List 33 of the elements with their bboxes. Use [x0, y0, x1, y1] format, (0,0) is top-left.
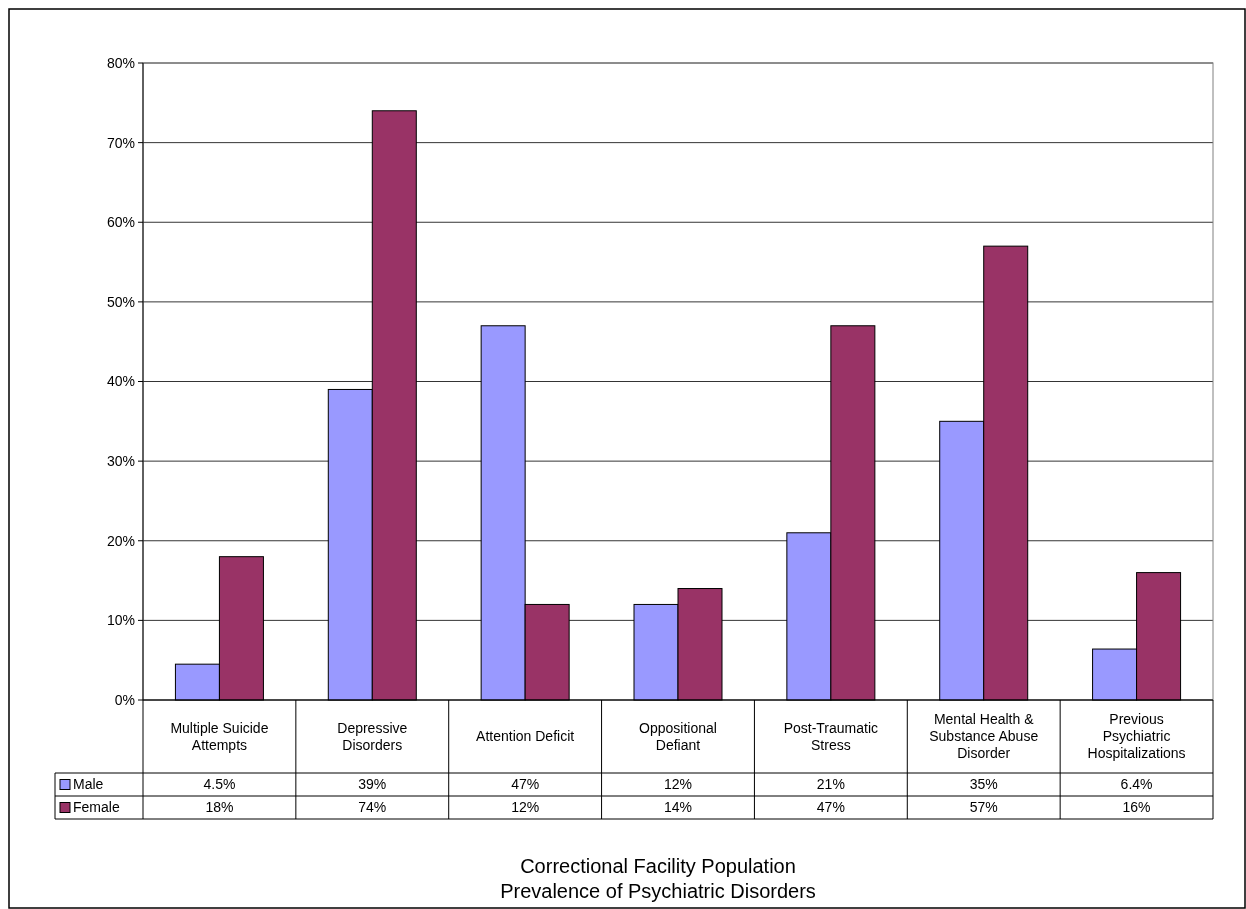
text: Correctional Facility Population Prevalence of Psychiatric Disorders: [500, 855, 816, 902]
y-tick-label: 0%: [114, 691, 135, 708]
data-label: 4.5%: [203, 776, 236, 793]
x-tick-label: Depressive Disorders: [337, 719, 408, 753]
data-label: 39%: [358, 776, 387, 793]
data-label: 18%: [205, 799, 234, 816]
y-tick-label: 50%: [106, 293, 135, 310]
legend-label: Male: [73, 776, 104, 793]
data-label: 6.4%: [1120, 776, 1153, 793]
data-label: 21%: [816, 776, 845, 793]
data-label: 35%: [969, 776, 998, 793]
y-tick-label: 70%: [106, 134, 135, 151]
data-label: 74%: [358, 799, 387, 816]
y-tick-label: 30%: [106, 453, 135, 470]
y-tick-label: 10%: [106, 612, 135, 629]
x-tick-label: Previous Psychiatric Hospitalizations: [1087, 711, 1186, 762]
x-tick-label: Mental Health & Substance Abuse Disorder: [929, 711, 1039, 762]
x-tick-label: Attention Deficit: [476, 728, 575, 745]
x-tick-label: Oppositional Defiant: [639, 719, 717, 753]
data-label: 12%: [663, 776, 693, 793]
data-label: 57%: [969, 799, 998, 816]
data-label: 14%: [663, 799, 693, 816]
data-label: 47%: [816, 799, 845, 816]
x-tick-label: Multiple Suicide Attempts: [170, 719, 269, 753]
y-tick-label: 20%: [106, 532, 135, 549]
data-label: 16%: [1122, 799, 1151, 816]
y-tick-label: 60%: [106, 214, 135, 231]
x-tick-label: Post-Traumatic Stress: [783, 719, 879, 753]
y-tick-label: 80%: [106, 54, 135, 71]
y-tick-label: 40%: [106, 373, 135, 390]
legend-label: Female: [73, 799, 120, 816]
data-label: 47%: [511, 776, 540, 793]
data-label: 12%: [511, 799, 540, 816]
